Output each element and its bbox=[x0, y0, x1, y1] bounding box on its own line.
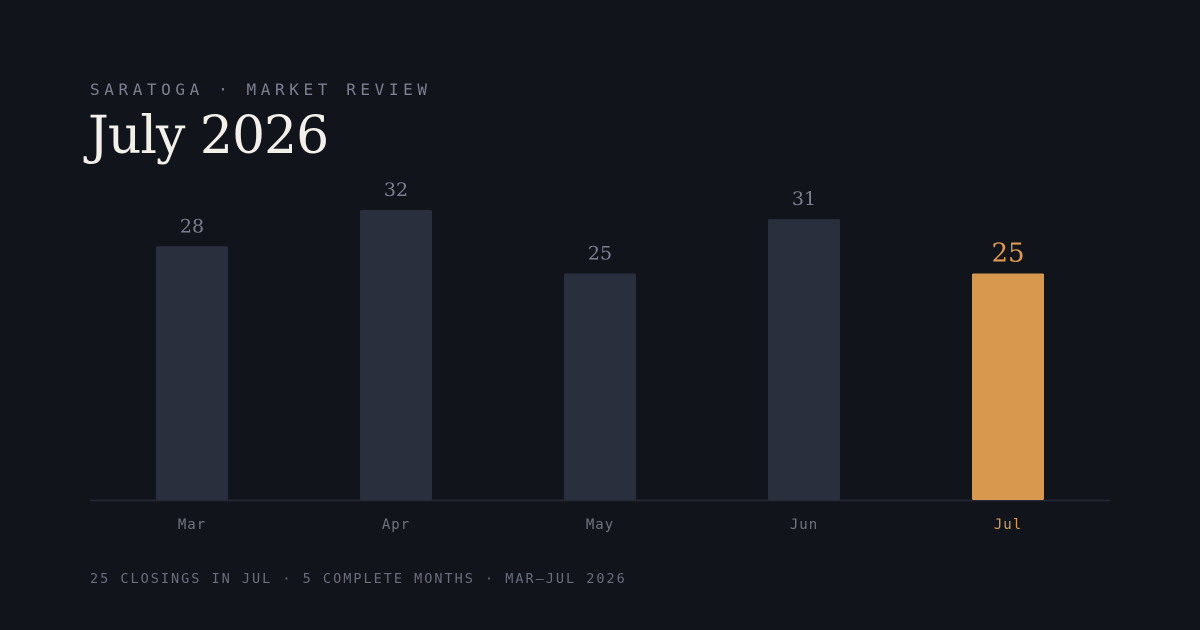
value-label-may: 25 bbox=[588, 242, 612, 264]
chart-title: July 2026 bbox=[88, 106, 329, 166]
value-label-apr: 32 bbox=[384, 179, 408, 201]
chart-caption: 25 CLOSINGS IN JUL · 5 COMPLETE MONTHS ·… bbox=[90, 571, 627, 587]
bar-jul bbox=[972, 273, 1044, 500]
category-label-may: May bbox=[586, 517, 614, 533]
bar-apr bbox=[360, 210, 432, 500]
bar-may bbox=[564, 273, 636, 500]
category-label-jun: Jun bbox=[790, 517, 818, 533]
value-label-mar: 28 bbox=[180, 215, 204, 237]
category-label-mar: Mar bbox=[178, 517, 206, 533]
bar-mar bbox=[156, 246, 228, 500]
value-label-jul: 25 bbox=[991, 238, 1024, 268]
category-label-jul: Jul bbox=[994, 517, 1022, 533]
value-label-jun: 31 bbox=[792, 188, 816, 210]
category-label-apr: Apr bbox=[382, 517, 410, 533]
chart-eyebrow: SARATOGA · MARKET REVIEW bbox=[90, 80, 432, 99]
bar-jun bbox=[768, 219, 840, 500]
